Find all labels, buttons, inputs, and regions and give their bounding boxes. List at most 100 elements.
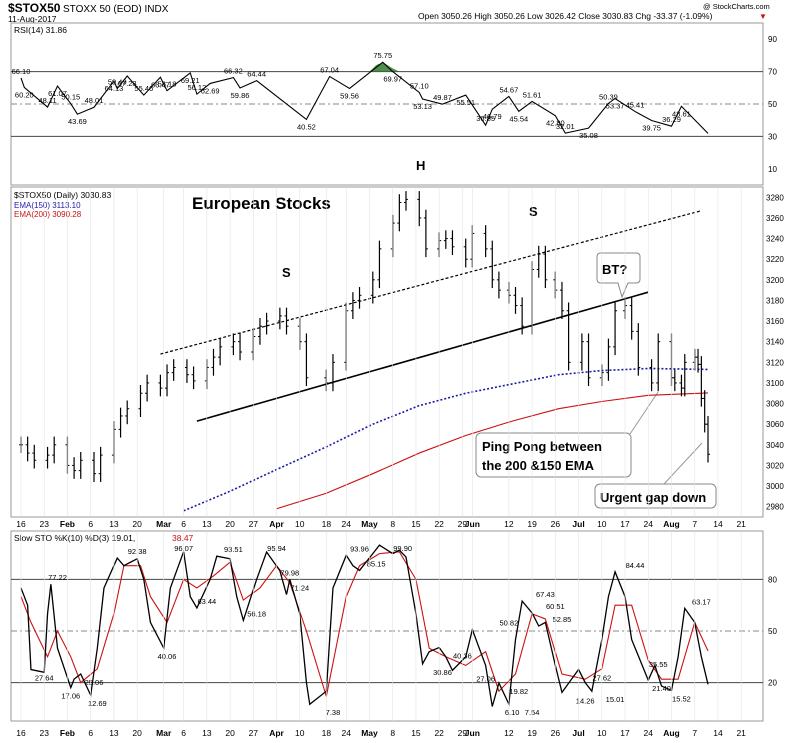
rsi-value-label: 55.46 bbox=[134, 84, 153, 93]
rsi-tick-label: 90 bbox=[768, 35, 777, 44]
price-tick-label: 3220 bbox=[766, 255, 784, 264]
sto-value-label: 67.43 bbox=[536, 590, 555, 599]
ema200-legend: EMA(200) 3090.28 bbox=[14, 210, 82, 219]
sto-d-value: 38.47 bbox=[172, 533, 194, 543]
rsi-value-label: 64.13 bbox=[105, 84, 124, 93]
rsi-panel: RSI(14) 31.86 907050301066.1060.2048.116… bbox=[10, 22, 777, 186]
rsi-value-label: 59.49 bbox=[108, 78, 127, 87]
x-axis-bottom-tick-label: May bbox=[361, 728, 378, 738]
sto-value-label: 99.90 bbox=[393, 544, 412, 553]
sto-tick-label: 50 bbox=[768, 627, 777, 636]
sto-value-label: 30.86 bbox=[433, 668, 452, 677]
x-axis-top-tick-label: 29 bbox=[458, 519, 468, 529]
rsi-value-label: 48.01 bbox=[85, 96, 104, 105]
x-axis-top-tick-label: 10 bbox=[597, 519, 607, 529]
x-axis-bottom-tick-label: 14 bbox=[713, 728, 723, 738]
x-axis-bottom-tick-label: Feb bbox=[60, 728, 75, 738]
rsi-value-label: 57.10 bbox=[410, 81, 429, 90]
sto-value-label: 79.98 bbox=[280, 568, 299, 577]
x-axis-top-tick-label: 19 bbox=[527, 519, 537, 529]
x-axis-bottom-tick-label: 23 bbox=[39, 728, 49, 738]
rsi-value-label: 67.04 bbox=[320, 65, 339, 74]
x-axis-top-tick-label: Aug bbox=[663, 519, 680, 529]
x-axis-top-tick-label: 17 bbox=[620, 519, 630, 529]
x-axis-bottom-tick-label: Jun bbox=[465, 728, 480, 738]
x-axis-bottom-tick-label: 21 bbox=[736, 728, 746, 738]
sto-value-label: 84.44 bbox=[626, 561, 645, 570]
rsi-value-label: 59.86 bbox=[231, 91, 250, 100]
x-axis-top-tick-label: Jun bbox=[465, 519, 480, 529]
price-tick-label: 3080 bbox=[766, 400, 784, 409]
x-axis-top-tick-label: 20 bbox=[225, 519, 235, 529]
x-axis-top-tick-label: May bbox=[361, 519, 378, 529]
x-axis-top-tick-label: 16 bbox=[16, 519, 26, 529]
sto-value-label: 15.52 bbox=[672, 694, 691, 703]
x-axis-top-tick-label: 6 bbox=[181, 519, 186, 529]
x-axis-top-tick-label: Jul bbox=[572, 519, 584, 529]
x-axis-top-tick-label: 23 bbox=[39, 519, 49, 529]
rsi-value-label: 46.79 bbox=[483, 112, 502, 121]
rsi-value-label: 62.69 bbox=[201, 86, 220, 95]
sto-value-label: 6.10 bbox=[505, 708, 520, 717]
rsi-value-label: 35.08 bbox=[579, 131, 598, 140]
sto-panel: Slow STO %K(10) %D(3) 19.01, 38.47 80 50 2… bbox=[10, 530, 777, 722]
x-axis-top-tick-label: 13 bbox=[202, 519, 212, 529]
ema150-legend: EMA(150) 3113.10 bbox=[14, 201, 81, 210]
x-axis-bottom-tick-label: 19 bbox=[527, 728, 537, 738]
rsi-value-label: 49.87 bbox=[433, 93, 452, 102]
x-axis-bottom-tick-label: 26 bbox=[551, 728, 561, 738]
upper-channel-line bbox=[160, 210, 702, 355]
annotation-title: European Stocks bbox=[192, 194, 331, 213]
x-axis-bottom-tick-label: 20 bbox=[225, 728, 235, 738]
x-axis-bottom-tick-label: 17 bbox=[620, 728, 630, 738]
rsi-value-label: 69.21 bbox=[181, 76, 200, 85]
x-axis-top-tick-label: 6 bbox=[88, 519, 93, 529]
x-axis-bottom-tick-label: 7 bbox=[692, 728, 697, 738]
rsi-overbought-fill bbox=[369, 62, 400, 72]
rsi-tick-label: 30 bbox=[768, 132, 777, 141]
left-shoulder-label: S bbox=[282, 265, 291, 280]
x-axis-bottom-tick-label: 6 bbox=[88, 728, 93, 738]
x-axis-bottom-tick-label: 12 bbox=[504, 728, 514, 738]
price-tick-label: 3240 bbox=[766, 235, 784, 244]
sto-tick-label: 20 bbox=[768, 679, 777, 688]
x-axis-bottom-tick-label: 29 bbox=[458, 728, 468, 738]
rsi-value-label: 53.37 bbox=[606, 101, 625, 110]
x-axis-top-tick-label: 12 bbox=[504, 519, 514, 529]
rsi-value-label: 50.15 bbox=[61, 93, 80, 102]
sto-frame bbox=[10, 530, 764, 722]
rsi-value-label: 56.12 bbox=[188, 83, 207, 92]
rsi-value-label: 66.47 bbox=[151, 80, 170, 89]
x-axis-top-tick-label: 20 bbox=[132, 519, 142, 529]
sto-value-label: 85.15 bbox=[367, 559, 386, 568]
symbol-label: $STOX50 bbox=[8, 1, 61, 15]
rsi-tick-label: 50 bbox=[768, 100, 777, 109]
rsi-value-label: 36.29 bbox=[662, 115, 681, 124]
price-tick-label: 3120 bbox=[766, 358, 784, 367]
x-axis-bottom-tick-label: 10 bbox=[295, 728, 305, 738]
sto-value-label: 25.06 bbox=[85, 678, 104, 687]
rsi-value-label: 42.80 bbox=[546, 119, 565, 128]
x-axis-bottom-tick-label: 6 bbox=[181, 728, 186, 738]
x-axis-bottom-tick-label: Mar bbox=[156, 728, 172, 738]
rsi-value-label: 45.54 bbox=[509, 114, 528, 123]
rsi-value-label: 55.51 bbox=[456, 98, 475, 107]
x-axis-bottom-tick-label: 27 bbox=[249, 728, 259, 738]
rsi-value-label: 39.75 bbox=[642, 124, 661, 133]
ping-pong-label: Ping Pong between the 200 &150 EMA bbox=[482, 439, 606, 473]
bt-label: BT? bbox=[602, 262, 627, 277]
rsi-value-label: 50.39 bbox=[599, 92, 618, 101]
rsi-value-label: 48.61 bbox=[672, 109, 691, 118]
sto-value-label: 12.69 bbox=[88, 699, 107, 708]
x-axis-top-tick-label: 26 bbox=[551, 519, 561, 529]
rsi-value-label: 59.56 bbox=[340, 91, 359, 100]
sto-value-label: 63.17 bbox=[692, 597, 711, 606]
rsi-value-label: 32.01 bbox=[556, 122, 575, 131]
x-axis-top-tick-label: 18 bbox=[322, 519, 332, 529]
sto-value-label: 93.96 bbox=[350, 544, 369, 553]
price-tick-label: 3160 bbox=[766, 317, 784, 326]
price-tick-label: 3200 bbox=[766, 276, 784, 285]
x-axis-bottom-tick-label: Aug bbox=[663, 728, 680, 738]
rsi-value-label: 54.67 bbox=[499, 85, 518, 94]
